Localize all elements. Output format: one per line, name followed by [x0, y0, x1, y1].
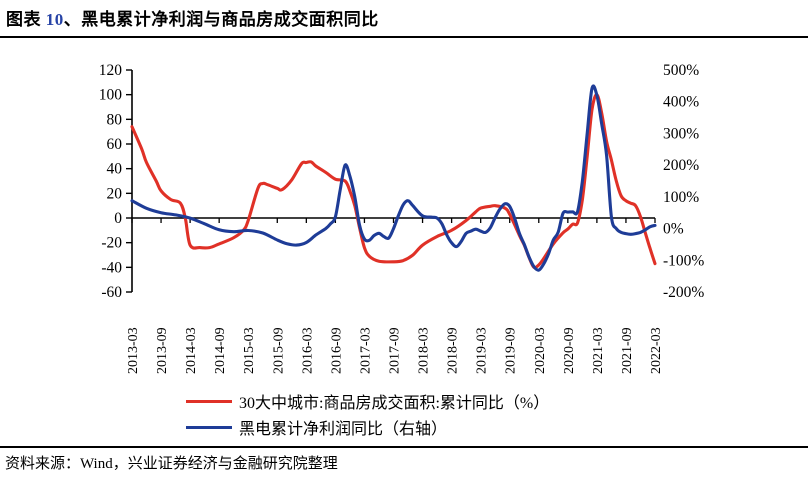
red-series-line: [130, 93, 657, 270]
x-axis-tick-label: 2019-09: [504, 327, 519, 374]
left-axis-tick-label: -60: [101, 284, 122, 301]
x-axis-tick-label: 2013-03: [126, 327, 141, 374]
left-axis-tick-label: 120: [99, 62, 123, 79]
chart-legend: 30大中城市:商品房成交面积:累计同比（%） 黑电累计净利润同比（右轴）: [186, 388, 549, 440]
source-note: 资料来源：Wind，兴业证券经济与金融研究院整理: [5, 456, 338, 472]
series-lines: [130, 84, 657, 272]
right-axis-tick-label: 200%: [663, 157, 699, 174]
x-axis-tick-label: 2016-03: [300, 327, 315, 374]
right-axis-tick-label: 500%: [663, 62, 699, 79]
legend-item-blue: 黑电累计净利润同比（右轴）: [186, 414, 549, 440]
x-axis-tick-label: 2020-09: [562, 327, 577, 374]
figure-number: 10: [45, 10, 64, 29]
left-axis-tick-label: 0: [114, 210, 122, 227]
red-line-swatch: [186, 399, 232, 403]
right-axis-tick-label: 300%: [663, 125, 699, 142]
x-axis-tick-label: 2014-03: [184, 327, 199, 374]
right-axis-tick-label: 400%: [663, 94, 699, 111]
x-axis-tick-label: 2016-09: [329, 327, 344, 374]
x-axis-tick-label: 2015-09: [271, 327, 286, 374]
figure-title-prefix: 图表: [6, 10, 46, 29]
left-axis-tick-label: 80: [107, 111, 123, 128]
x-axis-tick-label: 2021-03: [591, 327, 606, 374]
right-axis-tick-label: 0%: [663, 221, 684, 238]
x-axis-tick-label: 2014-09: [213, 327, 228, 374]
right-axis-tick-label: -200%: [663, 284, 704, 301]
blue-line-swatch: [186, 425, 232, 429]
x-axis-tick-label: 2013-09: [155, 327, 170, 374]
left-axis-tick-label: -40: [101, 259, 122, 276]
x-axis-tick-label: 2018-09: [446, 327, 461, 374]
x-axis-tick-label: 2019-03: [475, 327, 490, 374]
x-axis-tick-label: 2015-03: [242, 327, 257, 374]
figure-title-text: 、黑电累计净利润与商品房成交面积同比: [63, 10, 379, 29]
right-axis-tick-label: -100%: [663, 252, 704, 269]
left-axis-tick-label: -20: [101, 235, 122, 252]
x-axis-tick-label: 2021-09: [620, 327, 635, 374]
title-divider: [0, 36, 808, 38]
x-axis-tick-label: 2017-09: [388, 327, 403, 374]
legend-label-blue: 黑电累计净利润同比（右轴）: [239, 421, 448, 438]
legend-label-red: 30大中城市:商品房成交面积:累计同比（%）: [239, 395, 550, 412]
left-axis-tick-label: 100: [99, 87, 123, 104]
axes: 120 100 80 60 40 20 0 -20 -40 -60 500% 400% 300% 200%…: [99, 62, 705, 374]
right-axis-tick-label: 100%: [663, 189, 699, 206]
x-axis-tick-label: 2022-03: [649, 327, 664, 374]
footer-divider: [0, 446, 808, 448]
blue-series-line: [130, 84, 657, 272]
x-axis-tick-label: 2017-03: [358, 327, 373, 374]
figure-title: 图表 10、黑电累计净利润与商品房成交面积同比: [6, 5, 802, 30]
left-axis-tick-label: 40: [107, 161, 123, 178]
left-axis-tick-label: 20: [107, 185, 123, 202]
legend-item-red: 30大中城市:商品房成交面积:累计同比（%）: [186, 388, 549, 414]
left-axis-tick-label: 60: [107, 136, 123, 153]
x-axis-tick-label: 2018-03: [417, 327, 432, 374]
x-axis-tick-label: 2020-03: [533, 327, 548, 374]
